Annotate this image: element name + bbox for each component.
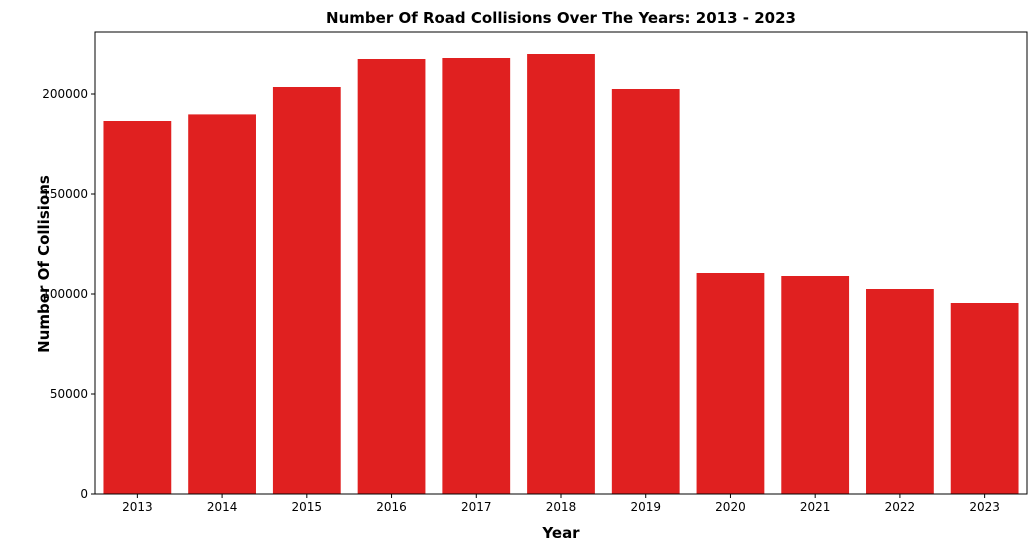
bar-2019 <box>611 89 680 494</box>
bar-2022 <box>866 289 934 494</box>
y-tick-label-100000: 100000 <box>42 287 88 301</box>
x-tick-label-2015: 2015 <box>292 500 323 514</box>
y-tick-label-50000: 50000 <box>50 387 88 401</box>
bars-group <box>103 54 1019 495</box>
x-tick-label-2021: 2021 <box>800 500 831 514</box>
y-tick-label-150000: 150000 <box>42 187 88 201</box>
x-tick-label-2013: 2013 <box>122 500 153 514</box>
bar-2016 <box>357 59 426 494</box>
bar-2017 <box>442 58 511 494</box>
x-tick-label-2019: 2019 <box>630 500 661 514</box>
x-tick-label-2023: 2023 <box>969 500 1000 514</box>
x-tick-label-2018: 2018 <box>546 500 577 514</box>
y-axis-label: Number Of Collisions <box>35 175 53 353</box>
y-tick-label-200000: 200000 <box>42 87 88 101</box>
x-tick-label-2020: 2020 <box>715 500 746 514</box>
bar-2023 <box>950 303 1019 494</box>
bar-2021 <box>781 276 850 494</box>
bar-2013 <box>103 121 172 494</box>
x-axis: 2013 2014 2015 2016 2017 2018 2019 2020 2021 2022… <box>122 494 1000 514</box>
x-axis-label: Year <box>541 524 580 542</box>
y-axis: 0 50000 100000 150000 200000 <box>42 87 95 501</box>
y-tick-label-0: 0 <box>80 487 88 501</box>
bar-2018 <box>527 54 595 494</box>
x-tick-label-2016: 2016 <box>376 500 407 514</box>
bar-2015 <box>272 87 341 494</box>
bar-2020 <box>696 273 765 494</box>
chart-title: Number Of Road Collisions Over The Years… <box>326 9 796 27</box>
x-tick-label-2022: 2022 <box>885 500 916 514</box>
x-tick-label-2017: 2017 <box>461 500 492 514</box>
plot-frame <box>94 31 1028 495</box>
x-tick-label-2014: 2014 <box>207 500 238 514</box>
bar-2014 <box>188 114 256 495</box>
